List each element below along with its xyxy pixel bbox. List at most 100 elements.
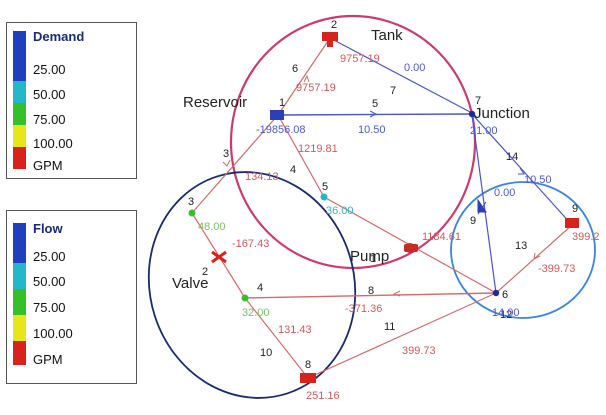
value-label: 0.00 — [494, 187, 515, 199]
check-valve-icon — [477, 198, 487, 215]
value-label: 48.00 — [198, 221, 226, 233]
flow-arrow — [369, 110, 378, 118]
pipe-6 — [277, 37, 331, 116]
node-id: 9 — [572, 203, 578, 215]
node-id: 3 — [188, 196, 194, 208]
flow-arrow — [518, 167, 525, 175]
value-label: -371.36 — [345, 303, 382, 315]
node-3 — [188, 209, 196, 217]
link-id: 5 — [372, 98, 378, 110]
link-id: 13 — [515, 240, 527, 252]
value-label: 10.50 — [358, 124, 386, 136]
legend-label: GPM — [33, 352, 63, 367]
node-6 — [492, 289, 500, 297]
legend-title: Flow — [33, 221, 63, 236]
reservoir-label: Reservoir — [183, 94, 247, 111]
node-9-tank-icon — [565, 218, 579, 228]
flow-arrow — [392, 290, 401, 297]
demand-legend: Demand 25.00 50.00 75.00 100.00 GPM — [6, 22, 137, 179]
pipe-8 — [244, 292, 497, 299]
legend-label: 75.00 — [33, 112, 66, 127]
link-id: 6 — [292, 63, 298, 75]
link-id: 14 — [506, 151, 518, 163]
flow-color-bar — [13, 223, 26, 365]
legend-swatch — [13, 289, 26, 315]
reservoir-icon — [270, 110, 284, 120]
flow-arrow — [222, 159, 231, 167]
pipe-11 — [307, 292, 497, 379]
pipe-4 — [277, 114, 325, 198]
legend-label: 100.00 — [33, 326, 73, 341]
legend-swatch — [13, 81, 26, 103]
value-label: 1219.81 — [298, 143, 338, 155]
link-id: 4 — [290, 164, 296, 176]
link-id: 1 — [370, 253, 376, 265]
pipe-10 — [244, 297, 309, 379]
flow-arrow — [533, 252, 541, 260]
node-id: 4 — [257, 282, 263, 294]
value-label: 251.16 — [306, 390, 340, 402]
legend-swatch — [13, 31, 26, 81]
link-id: 11 — [384, 321, 395, 333]
value-label: -19856.08 — [256, 124, 306, 136]
value-label: 134.13 — [245, 171, 279, 183]
legend-label: 75.00 — [33, 300, 66, 315]
legend-label: 25.00 — [33, 249, 66, 264]
pump-label: Pump — [350, 248, 389, 265]
valve-zone-circle — [147, 171, 357, 399]
node-id: 6 — [502, 289, 508, 301]
demand-color-bar — [13, 31, 26, 169]
value-label: 131.43 — [278, 324, 312, 336]
value-label: 9757.19 — [340, 53, 380, 65]
value-label: 10.50 — [524, 174, 552, 186]
junction-label: Junction — [474, 105, 530, 122]
value-label: 14.00 — [492, 307, 520, 319]
value-label: 399.2 — [572, 231, 600, 243]
value-label: 36.00 — [326, 205, 354, 217]
legend-label: GPM — [33, 158, 63, 173]
node-id: 5 — [322, 181, 328, 193]
legend-swatch — [13, 315, 26, 341]
link-id: 7 — [390, 85, 396, 97]
pipe-14 — [471, 113, 573, 226]
flow-legend: Flow 25.00 50.00 75.00 100.00 GPM — [6, 210, 137, 384]
link-id: 12 — [500, 309, 512, 321]
value-label: 9757.19 — [296, 82, 336, 94]
legend-label: 25.00 — [33, 62, 66, 77]
value-label: 1184.61 — [422, 231, 461, 243]
valve-icon — [211, 250, 227, 264]
legend-label: 100.00 — [33, 136, 73, 151]
value-label: 32.00 — [242, 307, 270, 319]
value-label: 399.73 — [402, 345, 436, 357]
node-id: 1 — [279, 97, 285, 109]
link-id: 8 — [368, 285, 374, 297]
value-label: -167.43 — [232, 238, 269, 250]
node-id: 7 — [475, 95, 481, 107]
tank-icon — [322, 32, 338, 47]
legend-title: Demand — [33, 29, 85, 44]
link-id: 3 — [223, 148, 229, 160]
legend-swatch — [13, 341, 26, 365]
legend-label: 50.00 — [33, 87, 66, 102]
legend-swatch — [13, 147, 26, 169]
node-id: 8 — [305, 359, 311, 371]
pipe-9 — [471, 113, 497, 294]
pump-icon — [404, 243, 418, 253]
legend-swatch — [13, 125, 26, 147]
valve-label: Valve — [172, 275, 208, 292]
value-label: -399.73 — [538, 263, 575, 275]
pipe-7 — [329, 37, 473, 114]
node-5 — [320, 193, 328, 201]
value-label: 21.00 — [470, 125, 498, 137]
node-4 — [241, 294, 249, 302]
tank-label: Tank — [371, 27, 403, 44]
flow-arrow — [303, 74, 310, 83]
junction-node — [468, 110, 476, 118]
node-id: 2 — [331, 19, 337, 31]
legend-swatch — [13, 223, 26, 263]
link-id: 2 — [202, 266, 208, 278]
legend-swatch — [13, 263, 26, 289]
link-id: 9 — [470, 215, 476, 227]
